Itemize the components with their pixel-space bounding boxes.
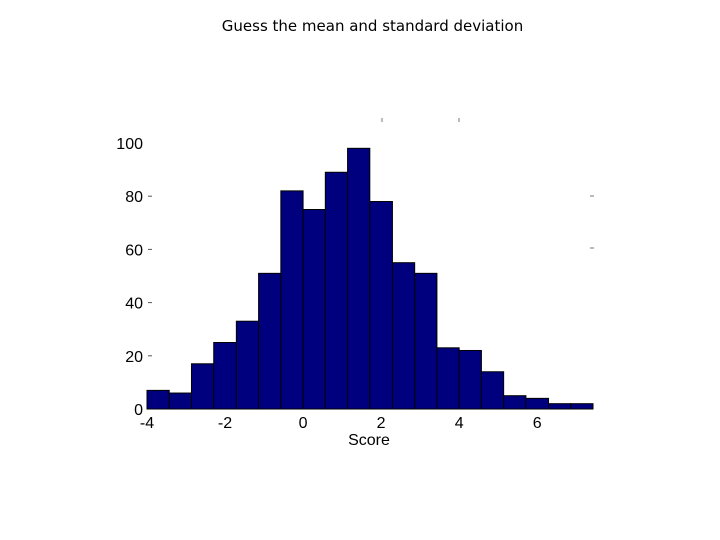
histogram-bar [525,397,550,410]
y-axis-ticks: 0 20 40 60 80 100 [116,136,152,419]
histogram-bar [548,403,572,410]
x-tick-label: 4 [455,415,464,432]
stray-tick-marks [381,118,594,249]
histogram-bar [146,389,170,410]
x-tick-label: 6 [533,415,542,432]
histogram-bars [146,147,594,410]
histogram-bar [302,209,326,410]
histogram-bar [369,201,393,410]
histogram-bar [168,392,192,410]
y-tick-label: 100 [116,136,143,153]
histogram-bar [458,349,482,410]
x-tick-label: 2 [377,415,386,432]
y-tick-label: 0 [134,402,143,419]
histogram-bar [258,272,282,410]
x-tick-label: -4 [140,415,154,432]
y-tick-label: 40 [125,296,143,313]
histogram-bar [503,395,527,410]
histogram-bar [570,403,594,410]
y-tick-label: 80 [125,189,143,206]
histogram-bar [347,147,371,410]
histogram-bar [414,272,438,410]
x-axis-ticks: -4 -2 0 2 4 6 [140,415,542,432]
histogram-bar [235,320,260,410]
histogram-bar [436,347,460,410]
y-tick-label: 60 [125,242,143,259]
histogram-bar [480,371,505,410]
y-tick-label: 20 [125,349,143,366]
x-axis-title: Score [348,432,390,449]
histogram-bar [391,262,416,410]
x-tick-label: 0 [299,415,308,432]
histogram-bar [324,171,349,410]
slide-title: Guess the mean and standard deviation [221,17,524,35]
x-tick-label: -2 [218,415,232,432]
histogram-bar [190,363,215,410]
histogram-bar [280,190,304,410]
histogram-bar [213,342,237,410]
